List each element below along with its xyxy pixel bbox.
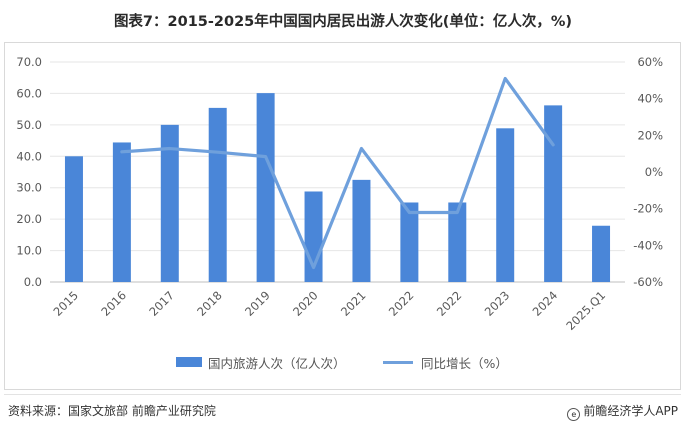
chart-frame <box>4 42 681 390</box>
bar <box>448 202 467 282</box>
line-point <box>408 211 411 214</box>
legend-bar-swatch <box>176 357 202 367</box>
x-tick-label: 2017 <box>146 288 177 319</box>
line-point <box>552 144 554 146</box>
left-tick-label: 60.0 <box>16 86 42 100</box>
legend-bar-label: 国内旅游人次（亿人次） <box>208 356 346 371</box>
right-tick-label: -20% <box>633 202 663 216</box>
bar <box>112 142 131 282</box>
left-tick-label: 20.0 <box>16 212 42 226</box>
left-tick-label: 30.0 <box>16 181 42 195</box>
x-tick-label: 2021 <box>338 288 369 319</box>
brand-e-icon: e <box>567 408 581 421</box>
line-point <box>216 151 219 153</box>
x-tick-label: 2015 <box>50 288 81 319</box>
right-tick-label: 0% <box>645 165 663 179</box>
bar <box>64 156 83 282</box>
bar <box>160 124 179 282</box>
line-point <box>456 211 459 214</box>
right-tick-label: -40% <box>633 238 663 252</box>
chart-title: 图表7：2015-2025年中国国内居民出游人次变化(单位：亿人次，%) <box>113 14 573 30</box>
line-point <box>264 155 267 158</box>
line-point <box>168 147 171 150</box>
line-series <box>120 76 555 270</box>
bar <box>400 202 419 282</box>
line-point <box>360 147 363 150</box>
x-tick-label: 2018 <box>194 288 225 319</box>
left-tick-label: 0.0 <box>24 275 42 289</box>
growth-line <box>120 76 555 270</box>
right-tick-label: -60% <box>633 275 663 289</box>
brand-label: e 前瞻经济学人APP <box>567 402 678 421</box>
x-axis-labels: 2015 2016 2017 2018 2019 2020 2021 2022 2022 2023… <box>50 288 608 333</box>
grid-lines <box>50 61 625 283</box>
bar <box>496 128 515 282</box>
x-tick-label: 2024 <box>530 288 561 319</box>
line-point <box>312 266 315 269</box>
x-tick-label: 2019 <box>242 288 273 319</box>
left-tick-label: 40.0 <box>16 149 42 163</box>
line-point <box>504 77 507 80</box>
bar <box>208 107 227 282</box>
x-tick-label: 2020 <box>290 288 321 319</box>
footer-divider <box>4 394 681 395</box>
bar <box>256 93 275 282</box>
bar <box>592 225 611 282</box>
chart-legend: 国内旅游人次（亿人次） 同比增长（%） <box>0 353 686 373</box>
legend-line-swatch <box>383 361 413 364</box>
left-tick-label: 50.0 <box>16 118 42 132</box>
right-axis-ticks: -60% -40% -20% 0% 20% 40% 60% <box>633 55 663 289</box>
bar <box>352 179 371 282</box>
legend-line-label: 同比增长（%） <box>421 356 508 371</box>
left-axis-ticks: 0.0 10.0 20.0 30.0 40.0 50.0 60.0 70.0 <box>16 55 42 289</box>
left-tick-label: 10.0 <box>16 244 42 258</box>
bar-series <box>64 93 611 282</box>
x-tick-label: 2025.Q1 <box>563 288 608 333</box>
brand-name: 前瞻经济学人APP <box>583 404 678 418</box>
right-tick-label: 60% <box>637 55 663 69</box>
x-tick-label: 2022 <box>386 288 417 319</box>
bar <box>544 105 563 282</box>
right-tick-label: 20% <box>637 128 663 142</box>
right-tick-label: 40% <box>637 92 663 106</box>
x-tick-label: 2016 <box>98 288 129 319</box>
line-point <box>121 151 123 153</box>
left-tick-label: 70.0 <box>16 55 42 69</box>
source-note: 资料来源：国家文旅部 前瞻产业研究院 <box>8 404 216 418</box>
x-tick-label: 2022 <box>434 288 465 319</box>
x-tick-label: 2023 <box>482 288 513 319</box>
